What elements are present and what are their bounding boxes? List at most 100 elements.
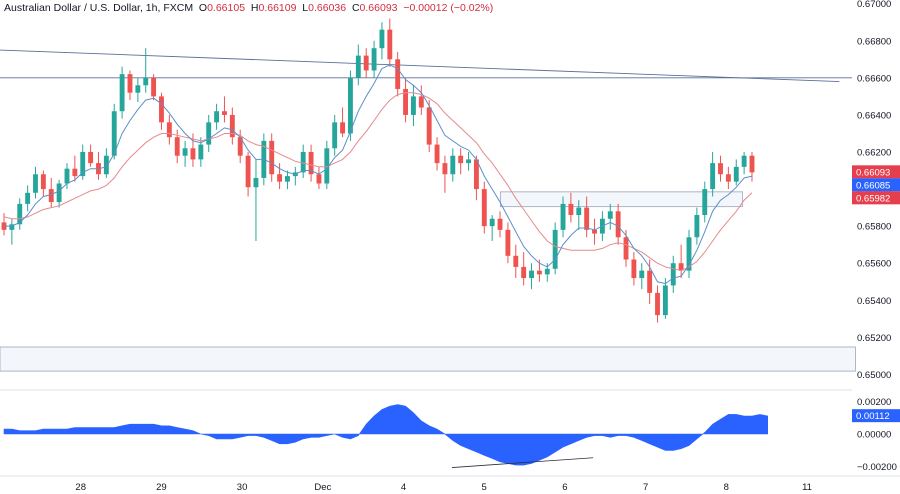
candle-body-52 <box>410 96 416 115</box>
candle-body-50 <box>395 59 401 89</box>
candle-body-64 <box>505 229 511 256</box>
chart-header: Australian Dollar / U.S. Dollar, 1h, FXC… <box>4 2 493 14</box>
candle-body-48 <box>379 29 385 49</box>
price-tag-last-text: 0.66093 <box>856 167 890 178</box>
symbol-title: Australian Dollar / U.S. Dollar, 1h, FXC… <box>4 2 194 14</box>
candle-body-47 <box>371 48 377 71</box>
candle-body-58 <box>458 155 464 164</box>
candle-body-84 <box>662 285 668 316</box>
candle-body-14 <box>111 111 117 156</box>
time-axis-tick-7: 7 <box>643 482 648 493</box>
price-tag-fast_ma <box>852 178 900 192</box>
time-axis-tick-9: 11 <box>802 482 812 493</box>
candle-body-32 <box>253 177 259 188</box>
candle-body-3 <box>25 192 31 204</box>
price-axis-tick-1: 0.66800 <box>857 36 891 47</box>
candle-body-45 <box>355 55 361 78</box>
low-label: L <box>302 2 309 14</box>
candle-body-54 <box>426 107 432 145</box>
candle-body-22 <box>174 137 180 156</box>
candle-body-51 <box>403 88 408 115</box>
price-tag-last <box>852 165 900 179</box>
price-axis-tick-6: 0.65800 <box>857 222 891 233</box>
trendline <box>0 49 840 83</box>
time-axis-tick-5: 5 <box>482 482 487 493</box>
candle-body-40 <box>316 174 322 184</box>
candle-body-8 <box>64 168 70 184</box>
candle-body-55 <box>434 144 440 164</box>
price-axis-tick-2: 0.66600 <box>857 73 891 84</box>
candle-body-39 <box>308 152 314 175</box>
price-axis-tick-10: 0.65000 <box>857 370 891 381</box>
candle-body-94 <box>741 155 747 167</box>
candle-body-74 <box>584 207 590 230</box>
candle-body-44 <box>348 77 353 134</box>
oscillator-area <box>3 404 768 466</box>
candle-body-6 <box>48 189 54 203</box>
open-label: O <box>198 2 208 14</box>
candle-body-29 <box>229 114 235 138</box>
candle-body-46 <box>363 55 369 71</box>
candle-body-78 <box>615 211 621 238</box>
price-axis-tick-3: 0.66400 <box>857 110 891 121</box>
candle-body-87 <box>686 237 692 271</box>
candle-body-77 <box>607 211 613 219</box>
time-axis-tick-1: 29 <box>156 482 167 493</box>
candle-body-13 <box>103 155 109 175</box>
price-axis-tick-7: 0.65600 <box>857 259 891 270</box>
candle-body-1 <box>9 224 15 230</box>
candle-body-56 <box>442 163 448 175</box>
candle-body-86 <box>678 263 684 271</box>
candle-body-20 <box>159 96 164 123</box>
candle-body-85 <box>670 263 676 286</box>
osc-axis-tick-1: 0.00000 <box>857 430 891 441</box>
high-value: 0.66109 <box>258 2 297 14</box>
candle-body-63 <box>497 218 503 230</box>
open-value: 0.66105 <box>207 2 246 14</box>
candle-body-24 <box>190 148 196 160</box>
candle-body-49 <box>387 29 393 60</box>
candle-body-23 <box>182 148 188 156</box>
candle-body-92 <box>725 174 731 182</box>
candle-body-41 <box>324 148 330 184</box>
candle-body-69 <box>544 268 550 275</box>
high-label: H <box>250 2 259 14</box>
candle-body-30 <box>237 137 243 156</box>
time-axis-tick-3: Dec <box>314 482 331 493</box>
candle-body-25 <box>198 144 204 160</box>
candle-body-57 <box>450 155 456 175</box>
candle-body-35 <box>277 174 283 182</box>
candle-body-53 <box>418 96 424 108</box>
candle-body-16 <box>127 74 133 93</box>
candle-body-17 <box>135 85 141 93</box>
osc-axis-tick-2: −0.00200 <box>857 462 897 473</box>
candle-body-27 <box>214 111 220 123</box>
candle-body-26 <box>206 122 212 145</box>
candle-body-19 <box>151 77 157 97</box>
candle-body-4 <box>33 174 38 193</box>
candle-body-89 <box>702 189 708 216</box>
price-tag-slow_ma-text: 0.65982 <box>856 193 890 204</box>
candle-body-66 <box>521 266 527 279</box>
candle-body-11 <box>88 152 94 164</box>
zone-rect-0 <box>499 191 743 208</box>
close-label: C <box>351 2 360 14</box>
candle-body-10 <box>80 152 86 177</box>
low-value: 0.66036 <box>308 2 347 14</box>
candle-body-73 <box>576 207 582 216</box>
time-axis-tick-0: 28 <box>75 482 86 493</box>
price-axis-tick-9: 0.65200 <box>857 333 891 344</box>
osc-tag <box>852 409 900 423</box>
ma-fast-line <box>4 64 753 285</box>
time-axis-tick-6: 6 <box>562 482 567 493</box>
candle-body-7 <box>56 183 62 203</box>
candle-body-80 <box>631 259 637 279</box>
time-axis-tick-2: 30 <box>237 482 248 493</box>
candle-body-2 <box>17 203 23 225</box>
candle-body-91 <box>718 163 723 175</box>
time-axis-tick-8: 8 <box>724 482 729 493</box>
candle-body-72 <box>568 203 574 216</box>
candle-body-42 <box>332 122 338 149</box>
candle-body-62 <box>489 218 495 227</box>
